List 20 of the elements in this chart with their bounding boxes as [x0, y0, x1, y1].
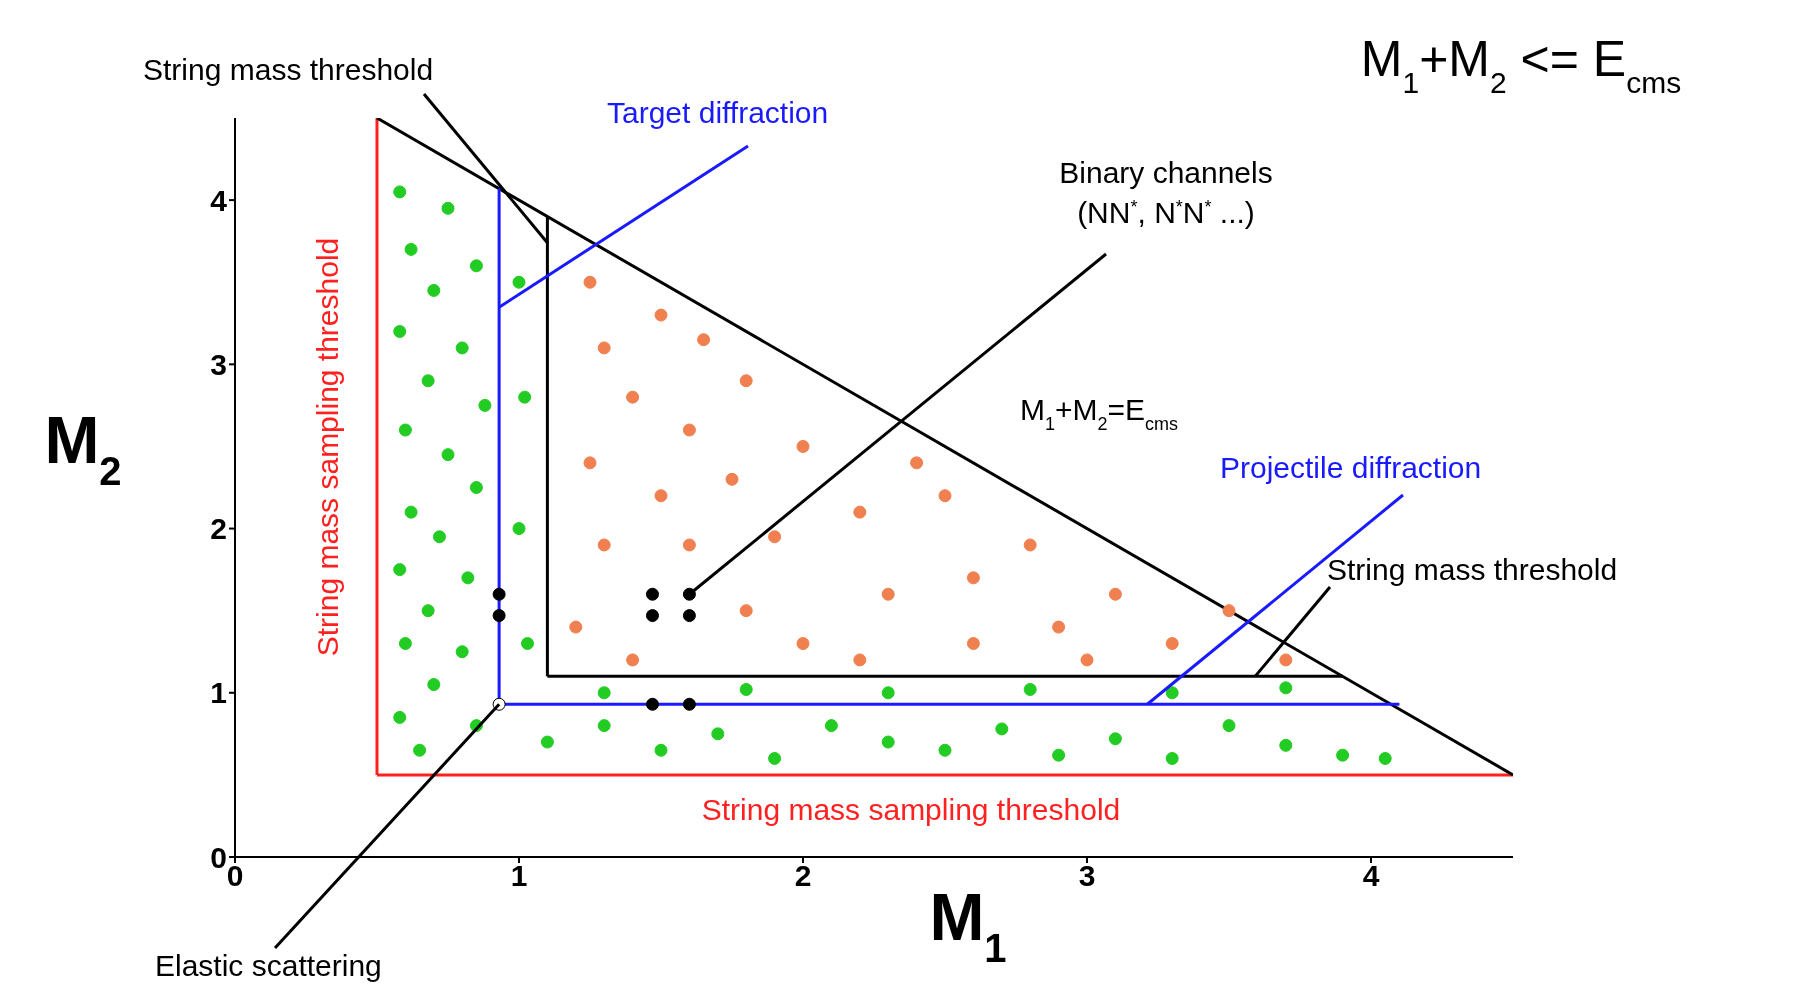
y-tick-label: 2 [210, 512, 227, 546]
y-tick-label: 3 [210, 347, 227, 381]
chart-title: M$_{1}$+M$_{2}$ <= E$_{cms}$ [1360, 31, 1682, 99]
text: String mass threshold [1327, 553, 1618, 586]
text: String mass threshold [143, 53, 434, 86]
text: Elastic scattering [155, 949, 382, 982]
series-label: M$_{1}$+M$_{2}$=E$_{cms}$ [1020, 393, 1179, 434]
x-tick-label: 4 [1362, 859, 1380, 893]
x-tick-label: 2 [794, 859, 812, 893]
series-label: String mass sampling threshold [701, 793, 1121, 826]
y-tick-label: 4 [210, 183, 228, 217]
text: Target diffraction [607, 96, 829, 129]
y-axis-title: M$_{2}$ [44, 403, 122, 493]
y-tick-label: 1 [210, 676, 227, 710]
text: Binary channels (NN$^{*}$, N$^{*}$N$^{*}$ ...) [1059, 156, 1273, 229]
x-tick-label: 1 [510, 859, 528, 893]
x-axis-title: M$_{1}$ [929, 880, 1007, 970]
text: String mass sampling threshold [311, 237, 344, 657]
x-tick-label: 3 [1078, 859, 1096, 893]
text: Projectile diffraction [1220, 451, 1482, 484]
